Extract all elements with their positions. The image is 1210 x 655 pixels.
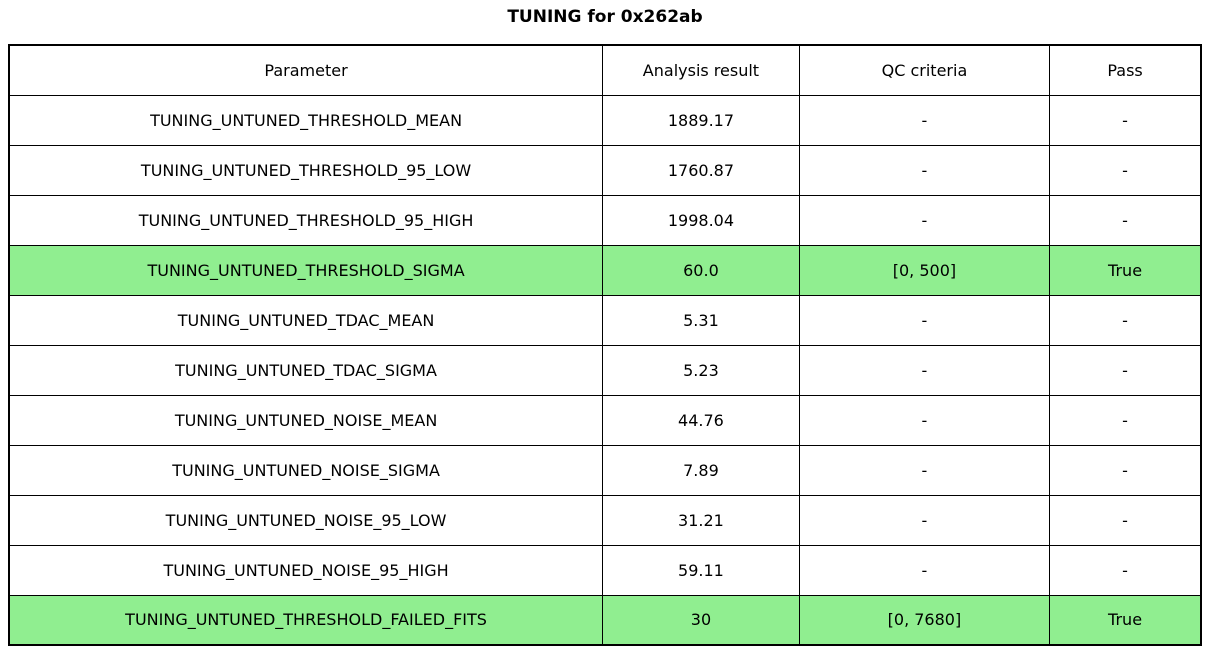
cell-parameter: TUNING_UNTUNED_NOISE_MEAN	[8, 394, 604, 446]
cell-parameter: TUNING_UNTUNED_TDAC_MEAN	[8, 294, 604, 346]
table-row: TUNING_UNTUNED_TDAC_SIGMA 5.23 - -	[8, 344, 1202, 396]
cell-analysis-result: 31.21	[602, 494, 800, 546]
table-row: TUNING_UNTUNED_THRESHOLD_95_HIGH 1998.04…	[8, 194, 1202, 246]
cell-pass: True	[1049, 594, 1202, 646]
column-header-qc-criteria: QC criteria	[798, 44, 1051, 96]
cell-parameter: TUNING_UNTUNED_THRESHOLD_MEAN	[8, 94, 604, 146]
cell-analysis-result: 5.23	[602, 344, 800, 396]
cell-qc-criteria: -	[798, 94, 1051, 146]
column-header-parameter: Parameter	[8, 44, 604, 96]
cell-analysis-result: 44.76	[602, 394, 800, 446]
cell-pass: -	[1049, 294, 1202, 346]
cell-pass: True	[1049, 244, 1202, 296]
cell-qc-criteria: -	[798, 144, 1051, 196]
table-row: TUNING_UNTUNED_NOISE_SIGMA 7.89 - -	[8, 444, 1202, 496]
qc-results-table: Parameter Analysis result QC criteria Pa…	[8, 44, 1202, 646]
table-row: TUNING_UNTUNED_NOISE_MEAN 44.76 - -	[8, 394, 1202, 446]
table-row: TUNING_UNTUNED_THRESHOLD_95_LOW 1760.87 …	[8, 144, 1202, 196]
cell-analysis-result: 1889.17	[602, 94, 800, 146]
cell-parameter: TUNING_UNTUNED_TDAC_SIGMA	[8, 344, 604, 396]
cell-qc-criteria: -	[798, 344, 1051, 396]
cell-parameter: TUNING_UNTUNED_THRESHOLD_95_HIGH	[8, 194, 604, 246]
cell-parameter: TUNING_UNTUNED_NOISE_SIGMA	[8, 444, 604, 496]
cell-pass: -	[1049, 544, 1202, 596]
table-row: TUNING_UNTUNED_TDAC_MEAN 5.31 - -	[8, 294, 1202, 346]
cell-pass: -	[1049, 194, 1202, 246]
table-row: TUNING_UNTUNED_NOISE_95_LOW 31.21 - -	[8, 494, 1202, 546]
table-row: TUNING_UNTUNED_THRESHOLD_MEAN 1889.17 - …	[8, 94, 1202, 146]
cell-pass: -	[1049, 94, 1202, 146]
cell-analysis-result: 1998.04	[602, 194, 800, 246]
figure-title: TUNING for 0x262ab	[507, 7, 703, 27]
column-header-pass: Pass	[1049, 44, 1202, 96]
cell-qc-criteria: [0, 500]	[798, 244, 1051, 296]
cell-parameter: TUNING_UNTUNED_THRESHOLD_SIGMA	[8, 244, 604, 296]
cell-qc-criteria: -	[798, 194, 1051, 246]
cell-qc-criteria: -	[798, 394, 1051, 446]
cell-qc-criteria: -	[798, 544, 1051, 596]
cell-analysis-result: 30	[602, 594, 800, 646]
cell-qc-criteria: [0, 7680]	[798, 594, 1051, 646]
cell-pass: -	[1049, 344, 1202, 396]
cell-analysis-result: 5.31	[602, 294, 800, 346]
cell-analysis-result: 7.89	[602, 444, 800, 496]
cell-analysis-result: 1760.87	[602, 144, 800, 196]
cell-analysis-result: 59.11	[602, 544, 800, 596]
cell-pass: -	[1049, 444, 1202, 496]
table-row-highlighted: TUNING_UNTUNED_THRESHOLD_SIGMA 60.0 [0, …	[8, 244, 1202, 296]
cell-qc-criteria: -	[798, 294, 1051, 346]
cell-parameter: TUNING_UNTUNED_THRESHOLD_FAILED_FITS	[8, 594, 604, 646]
table-row: TUNING_UNTUNED_NOISE_95_HIGH 59.11 - -	[8, 544, 1202, 596]
cell-parameter: TUNING_UNTUNED_NOISE_95_HIGH	[8, 544, 604, 596]
cell-pass: -	[1049, 494, 1202, 546]
cell-pass: -	[1049, 144, 1202, 196]
cell-pass: -	[1049, 394, 1202, 446]
cell-analysis-result: 60.0	[602, 244, 800, 296]
cell-qc-criteria: -	[798, 444, 1051, 496]
column-header-analysis-result: Analysis result	[602, 44, 800, 96]
table-row-highlighted: TUNING_UNTUNED_THRESHOLD_FAILED_FITS 30 …	[8, 594, 1202, 646]
table-header-row: Parameter Analysis result QC criteria Pa…	[8, 44, 1202, 96]
cell-parameter: TUNING_UNTUNED_NOISE_95_LOW	[8, 494, 604, 546]
cell-parameter: TUNING_UNTUNED_THRESHOLD_95_LOW	[8, 144, 604, 196]
cell-qc-criteria: -	[798, 494, 1051, 546]
